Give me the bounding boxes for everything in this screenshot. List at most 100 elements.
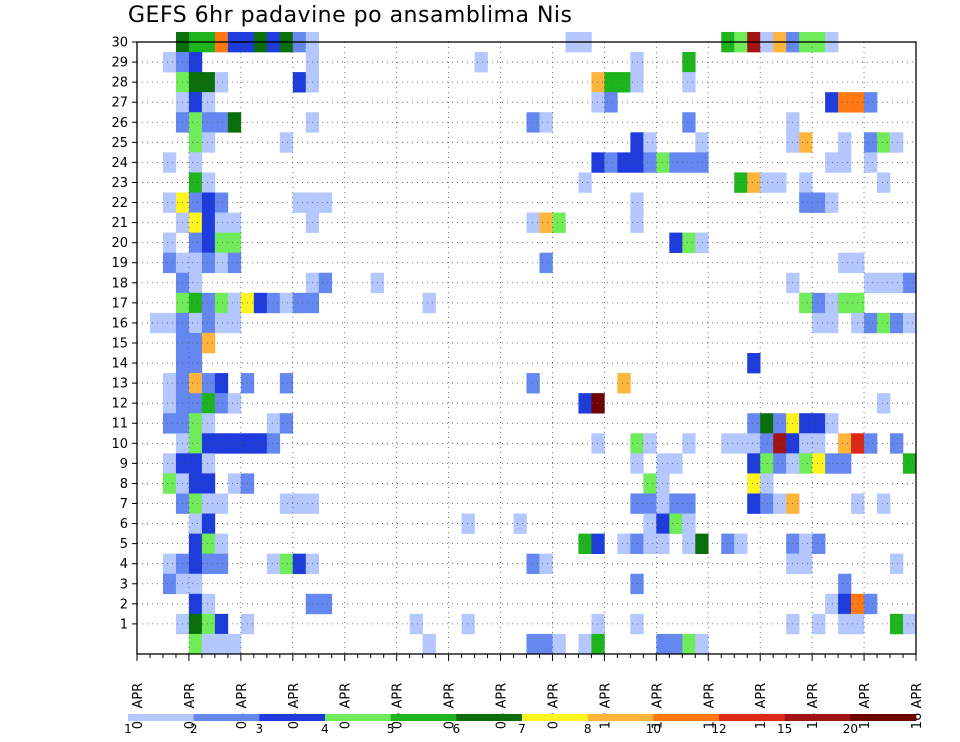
heatmap-cell [812, 312, 826, 334]
heatmap-cell [903, 312, 917, 334]
heatmap-cell [292, 493, 307, 514]
legend-label: 2 [190, 722, 198, 736]
heatmap-cell [747, 473, 761, 494]
heatmap-cell [838, 573, 852, 595]
heatmap-cell [838, 593, 852, 615]
heatmap-cell [201, 473, 216, 494]
heatmap-cell [526, 373, 540, 394]
heatmap-cell [201, 513, 216, 534]
heatmap-cell [188, 633, 203, 655]
heatmap-cell [279, 132, 294, 153]
heatmap-cell [422, 292, 436, 314]
heatmap-cell [760, 453, 774, 474]
heatmap-cell [292, 192, 307, 213]
legend-swatch [850, 714, 917, 721]
heatmap-cell [591, 533, 605, 554]
heatmap-cell [604, 152, 618, 173]
heatmap-cell [162, 312, 177, 334]
legend-label: 20 [843, 722, 858, 736]
heatmap-cell [643, 513, 657, 534]
heatmap-cell [799, 413, 813, 434]
legend-swatch [719, 714, 785, 721]
heatmap-cell [201, 593, 216, 615]
y-tick-label: 13 [111, 377, 128, 392]
heatmap-cell [214, 393, 229, 414]
heatmap-cell [526, 633, 540, 655]
heatmap-cell [201, 312, 216, 334]
heatmap-cell [656, 633, 670, 655]
heatmap-cell [188, 533, 203, 554]
heatmap-cell [201, 192, 216, 213]
heatmap-cell [188, 453, 203, 474]
legend-swatch [390, 714, 457, 721]
heatmap-cell [188, 613, 203, 635]
heatmap-cell [188, 272, 203, 294]
heatmap-cell [539, 252, 553, 274]
heatmap-cell [695, 132, 709, 153]
heatmap-cell [799, 453, 813, 474]
heatmap-cell [201, 493, 216, 514]
heatmap-cell [201, 232, 216, 253]
x-tick-label: 16 APR [910, 683, 925, 729]
legend-swatch [784, 714, 851, 721]
heatmap-cell [539, 112, 553, 133]
heatmap-cell [539, 553, 553, 575]
y-tick-label: 28 [111, 76, 128, 91]
heatmap-cell [669, 453, 683, 474]
heatmap-cell [695, 152, 709, 173]
heatmap-cell [214, 292, 229, 314]
heatmap-cell [201, 393, 216, 414]
y-tick-label: 12 [111, 397, 128, 412]
x-tick-label: 05 APR [339, 683, 354, 729]
legend-label: 5 [387, 722, 395, 736]
heatmap-cell [188, 72, 203, 93]
heatmap-cell [227, 433, 242, 454]
heatmap-cell [162, 192, 177, 213]
heatmap-cell [773, 172, 787, 193]
heatmap-cell [890, 312, 904, 334]
heatmap-cell [214, 192, 229, 213]
heatmap-cell [188, 212, 203, 233]
heatmap-cell [188, 172, 203, 193]
heatmap-cell [188, 252, 203, 274]
heatmap-cell [643, 473, 657, 494]
heatmap-cell [682, 493, 696, 514]
heatmap-cell [201, 332, 216, 354]
chart-title: GEFS 6hr padavine po ansamblima Nis [128, 3, 573, 28]
heatmap-cell [578, 633, 592, 655]
heatmap-cell [266, 553, 281, 575]
legend-swatch [193, 714, 260, 721]
heatmap-cell [864, 92, 878, 113]
heatmap-cell [669, 152, 683, 173]
heatmap-cell [812, 613, 826, 635]
heatmap-cell [799, 433, 813, 454]
heatmap-cell [292, 72, 307, 93]
x-axis-labels: 01 APR 02 APR 03 APR 04 APR 05 APR 06 APR 07 A… [131, 683, 925, 729]
heatmap-cell [591, 393, 605, 414]
legend-label: 10 [646, 722, 661, 736]
heatmap-cell [526, 553, 540, 575]
heatmap-cell [188, 332, 203, 354]
legend-label: 7 [518, 722, 526, 736]
heatmap-cell [812, 413, 826, 434]
heatmap-cell [591, 72, 605, 93]
heatmap-cell [591, 633, 605, 655]
heatmap-cell [422, 633, 436, 655]
heatmap-cell [409, 613, 423, 635]
heatmap-cell [201, 373, 216, 394]
heatmap-cell [201, 553, 216, 575]
heatmap-cell [617, 373, 631, 394]
heatmap-cells [149, 31, 917, 655]
heatmap-cell [760, 433, 774, 454]
y-tick-label: 4 [120, 557, 128, 572]
heatmap-cell [682, 232, 696, 253]
y-tick-label: 30 [111, 36, 128, 51]
heatmap-cell [643, 493, 657, 514]
heatmap-cell [201, 453, 216, 474]
heatmap-cell [214, 553, 229, 575]
heatmap-cell [669, 633, 683, 655]
heatmap-cell [227, 312, 242, 334]
x-tick-label: 08 APR [495, 683, 510, 729]
heatmap-cell [552, 633, 566, 655]
